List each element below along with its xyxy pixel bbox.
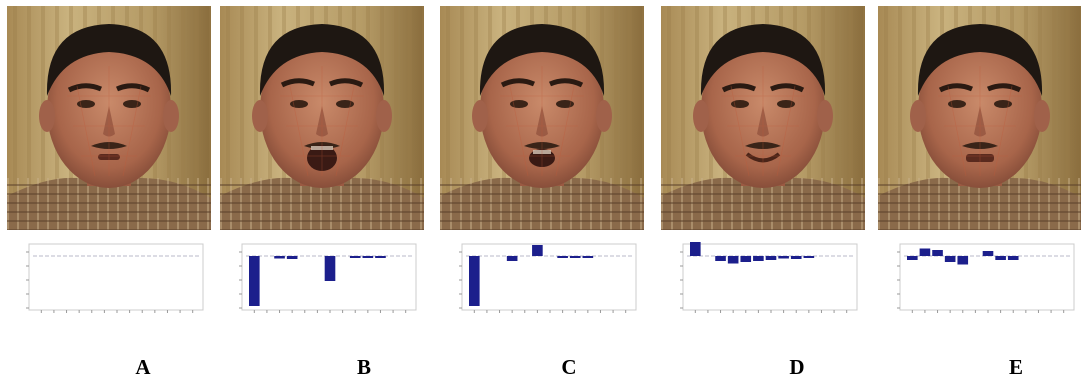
panel-label: E: [1008, 355, 1023, 379]
bar: [1007, 256, 1019, 260]
bar: [324, 256, 336, 281]
bar-chart: [7, 240, 211, 318]
panel-label: D: [789, 355, 805, 379]
bar: [907, 256, 918, 260]
bar-chart: [220, 240, 424, 318]
face-image: [220, 6, 424, 230]
bar: [582, 256, 594, 258]
chart-frame: [682, 243, 858, 311]
panel-label: A: [135, 355, 151, 379]
bar: [995, 256, 1006, 260]
panel-b: [220, 6, 424, 316]
panel-label: B: [356, 355, 371, 379]
bar: [778, 256, 789, 259]
panel-d: [661, 6, 865, 316]
bar: [532, 245, 543, 256]
panel-a: [7, 6, 211, 316]
bar: [982, 251, 994, 256]
bar: [803, 256, 815, 258]
bar: [274, 256, 285, 259]
bar: [249, 256, 260, 306]
bar: [557, 256, 568, 258]
panel-e: [878, 6, 1081, 316]
bar: [569, 256, 581, 258]
bar: [919, 248, 931, 256]
chart-frame: [461, 243, 637, 311]
bar: [690, 242, 701, 256]
face-image: [661, 6, 865, 230]
panel-label: C: [561, 355, 577, 379]
bar: [506, 256, 518, 261]
bar-chart: [661, 240, 865, 318]
face-image: [878, 6, 1081, 230]
bar: [469, 256, 480, 306]
bar: [790, 256, 802, 259]
bar: [957, 256, 969, 265]
bar: [932, 250, 943, 256]
bar: [765, 256, 777, 260]
panel-c: [440, 6, 644, 316]
bar: [753, 256, 764, 261]
bar: [375, 256, 386, 258]
bar-chart: [440, 240, 644, 318]
bar-chart: [878, 240, 1081, 318]
bar: [715, 256, 726, 261]
bar: [362, 256, 374, 258]
face-image: [440, 6, 644, 230]
bar: [740, 256, 752, 262]
bar: [286, 256, 298, 259]
bar: [727, 256, 739, 264]
chart-frame: [28, 243, 204, 311]
bar: [349, 256, 361, 258]
face-image: [7, 6, 211, 230]
bar: [944, 256, 956, 262]
